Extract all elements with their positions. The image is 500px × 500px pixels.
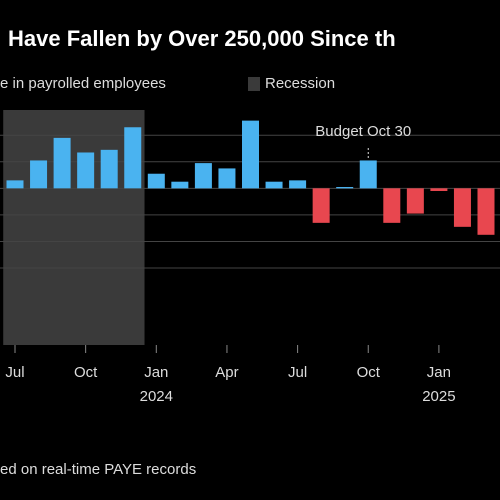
annotation: Budget Oct 30 (315, 123, 411, 140)
bar (477, 188, 495, 235)
bar (171, 181, 189, 189)
x-tick-label: Jul (5, 364, 24, 381)
bar (406, 188, 424, 214)
bar (77, 152, 95, 189)
bar (265, 181, 283, 189)
chart-title: Have Fallen by Over 250,000 Since th (8, 26, 396, 51)
x-tick-label: Jul (288, 364, 307, 381)
bar (147, 173, 165, 189)
x-tick-label: Jan 2024 (140, 364, 173, 405)
bar (100, 149, 118, 189)
bar (312, 188, 330, 223)
bar (53, 137, 71, 189)
legend-swatch (248, 77, 260, 91)
bar (30, 160, 48, 189)
bar (242, 120, 259, 189)
bar (289, 180, 307, 189)
x-tick-label: Jan 2025 (422, 364, 455, 405)
recession-band (3, 110, 145, 345)
source-note: ed on real-time PAYE records (0, 461, 196, 478)
bar (430, 188, 448, 191)
bar (124, 127, 142, 189)
bar (336, 187, 354, 189)
x-tick-label: Apr (215, 364, 238, 381)
bar (6, 180, 24, 189)
legend-label: e in payrolled employees (0, 75, 166, 92)
bar (194, 163, 212, 189)
bar (453, 188, 471, 227)
x-tick-label: Oct (357, 364, 381, 381)
bar (359, 160, 377, 189)
legend-label: Recession (265, 75, 335, 92)
x-tick-label: Oct (74, 364, 98, 381)
bar (218, 168, 236, 189)
bar (383, 188, 401, 223)
